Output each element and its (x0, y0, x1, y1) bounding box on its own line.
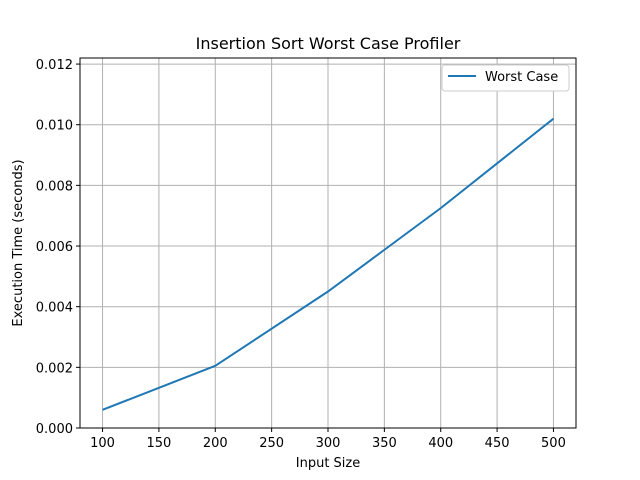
y-tick-label: 0.012 (36, 58, 73, 73)
x-tick-label: 150 (146, 436, 171, 451)
y-axis-label: Execution Time (seconds) (11, 159, 26, 326)
legend: Worst Case (441, 64, 570, 92)
x-axis-ticks: 100 150 200 250 300 350 400 450 500 (90, 428, 566, 451)
x-tick-label: 300 (316, 436, 341, 451)
legend-box (441, 64, 570, 92)
x-tick-label: 400 (428, 436, 453, 451)
x-tick-label: 350 (372, 436, 397, 451)
y-tick-label: 0.004 (36, 301, 73, 316)
x-tick-label: 100 (90, 436, 115, 451)
y-tick-label: 0.010 (36, 119, 73, 134)
chart-title: Insertion Sort Worst Case Profiler (196, 34, 461, 53)
x-tick-label: 200 (203, 436, 228, 451)
x-tick-label: 500 (541, 436, 566, 451)
y-axis-ticks: 0.000 0.002 0.004 0.006 0.008 0.010 0.012 (36, 58, 80, 437)
y-tick-label: 0.008 (36, 179, 73, 194)
series-line-worst-case (102, 117, 555, 411)
y-tick-label: 0.002 (36, 361, 73, 376)
legend-label-worst-case: Worst Case (485, 70, 558, 85)
x-tick-label: 250 (259, 436, 284, 451)
series-layer (102, 117, 555, 411)
y-tick-label: 0.000 (36, 422, 73, 437)
x-tick-label: 450 (485, 436, 510, 451)
y-tick-label: 0.006 (36, 240, 73, 255)
x-axis-label: Input Size (296, 456, 360, 471)
